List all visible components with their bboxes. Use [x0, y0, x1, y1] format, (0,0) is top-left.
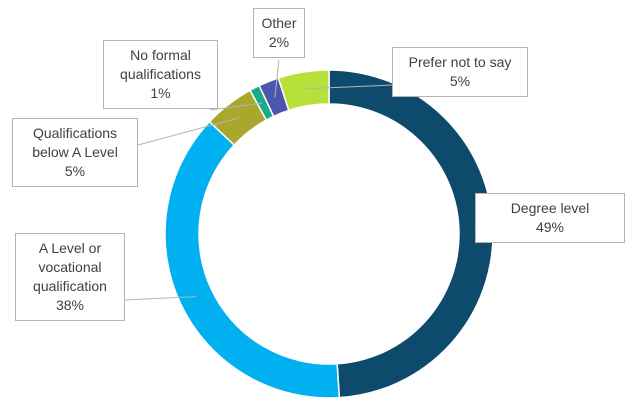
label-category: Prefer not to say [408, 54, 512, 70]
donut-segment [328, 69, 494, 399]
label-category: Degree level [510, 200, 590, 216]
label-value: 1% [150, 85, 171, 101]
label-category: A Level or vocational qualification [33, 240, 107, 294]
data-label: No formal qualifications 1% [103, 40, 218, 109]
label-category: Other [261, 15, 297, 31]
data-label: Other 2% [253, 8, 305, 58]
leader-line [124, 296, 197, 301]
label-value: 5% [449, 73, 471, 89]
data-label: A Level or vocational qualification 38% [15, 233, 125, 321]
data-label: Degree level 49% [475, 193, 625, 243]
leader-line [209, 102, 263, 111]
donut-segment [277, 69, 330, 112]
donut-segment [164, 120, 341, 399]
label-value: 38% [55, 297, 85, 313]
data-label: Prefer not to say 5% [392, 47, 528, 97]
leader-line [274, 59, 280, 98]
label-category: No formal qualifications [120, 47, 201, 82]
data-label: Qualifications below A Level 5% [12, 118, 138, 187]
leader-line [137, 117, 240, 146]
label-value: 5% [64, 163, 86, 179]
label-value: 49% [535, 219, 565, 235]
label-category: Qualifications below A Level [32, 125, 118, 160]
leader-line [305, 84, 393, 90]
label-value: 2% [268, 34, 290, 50]
